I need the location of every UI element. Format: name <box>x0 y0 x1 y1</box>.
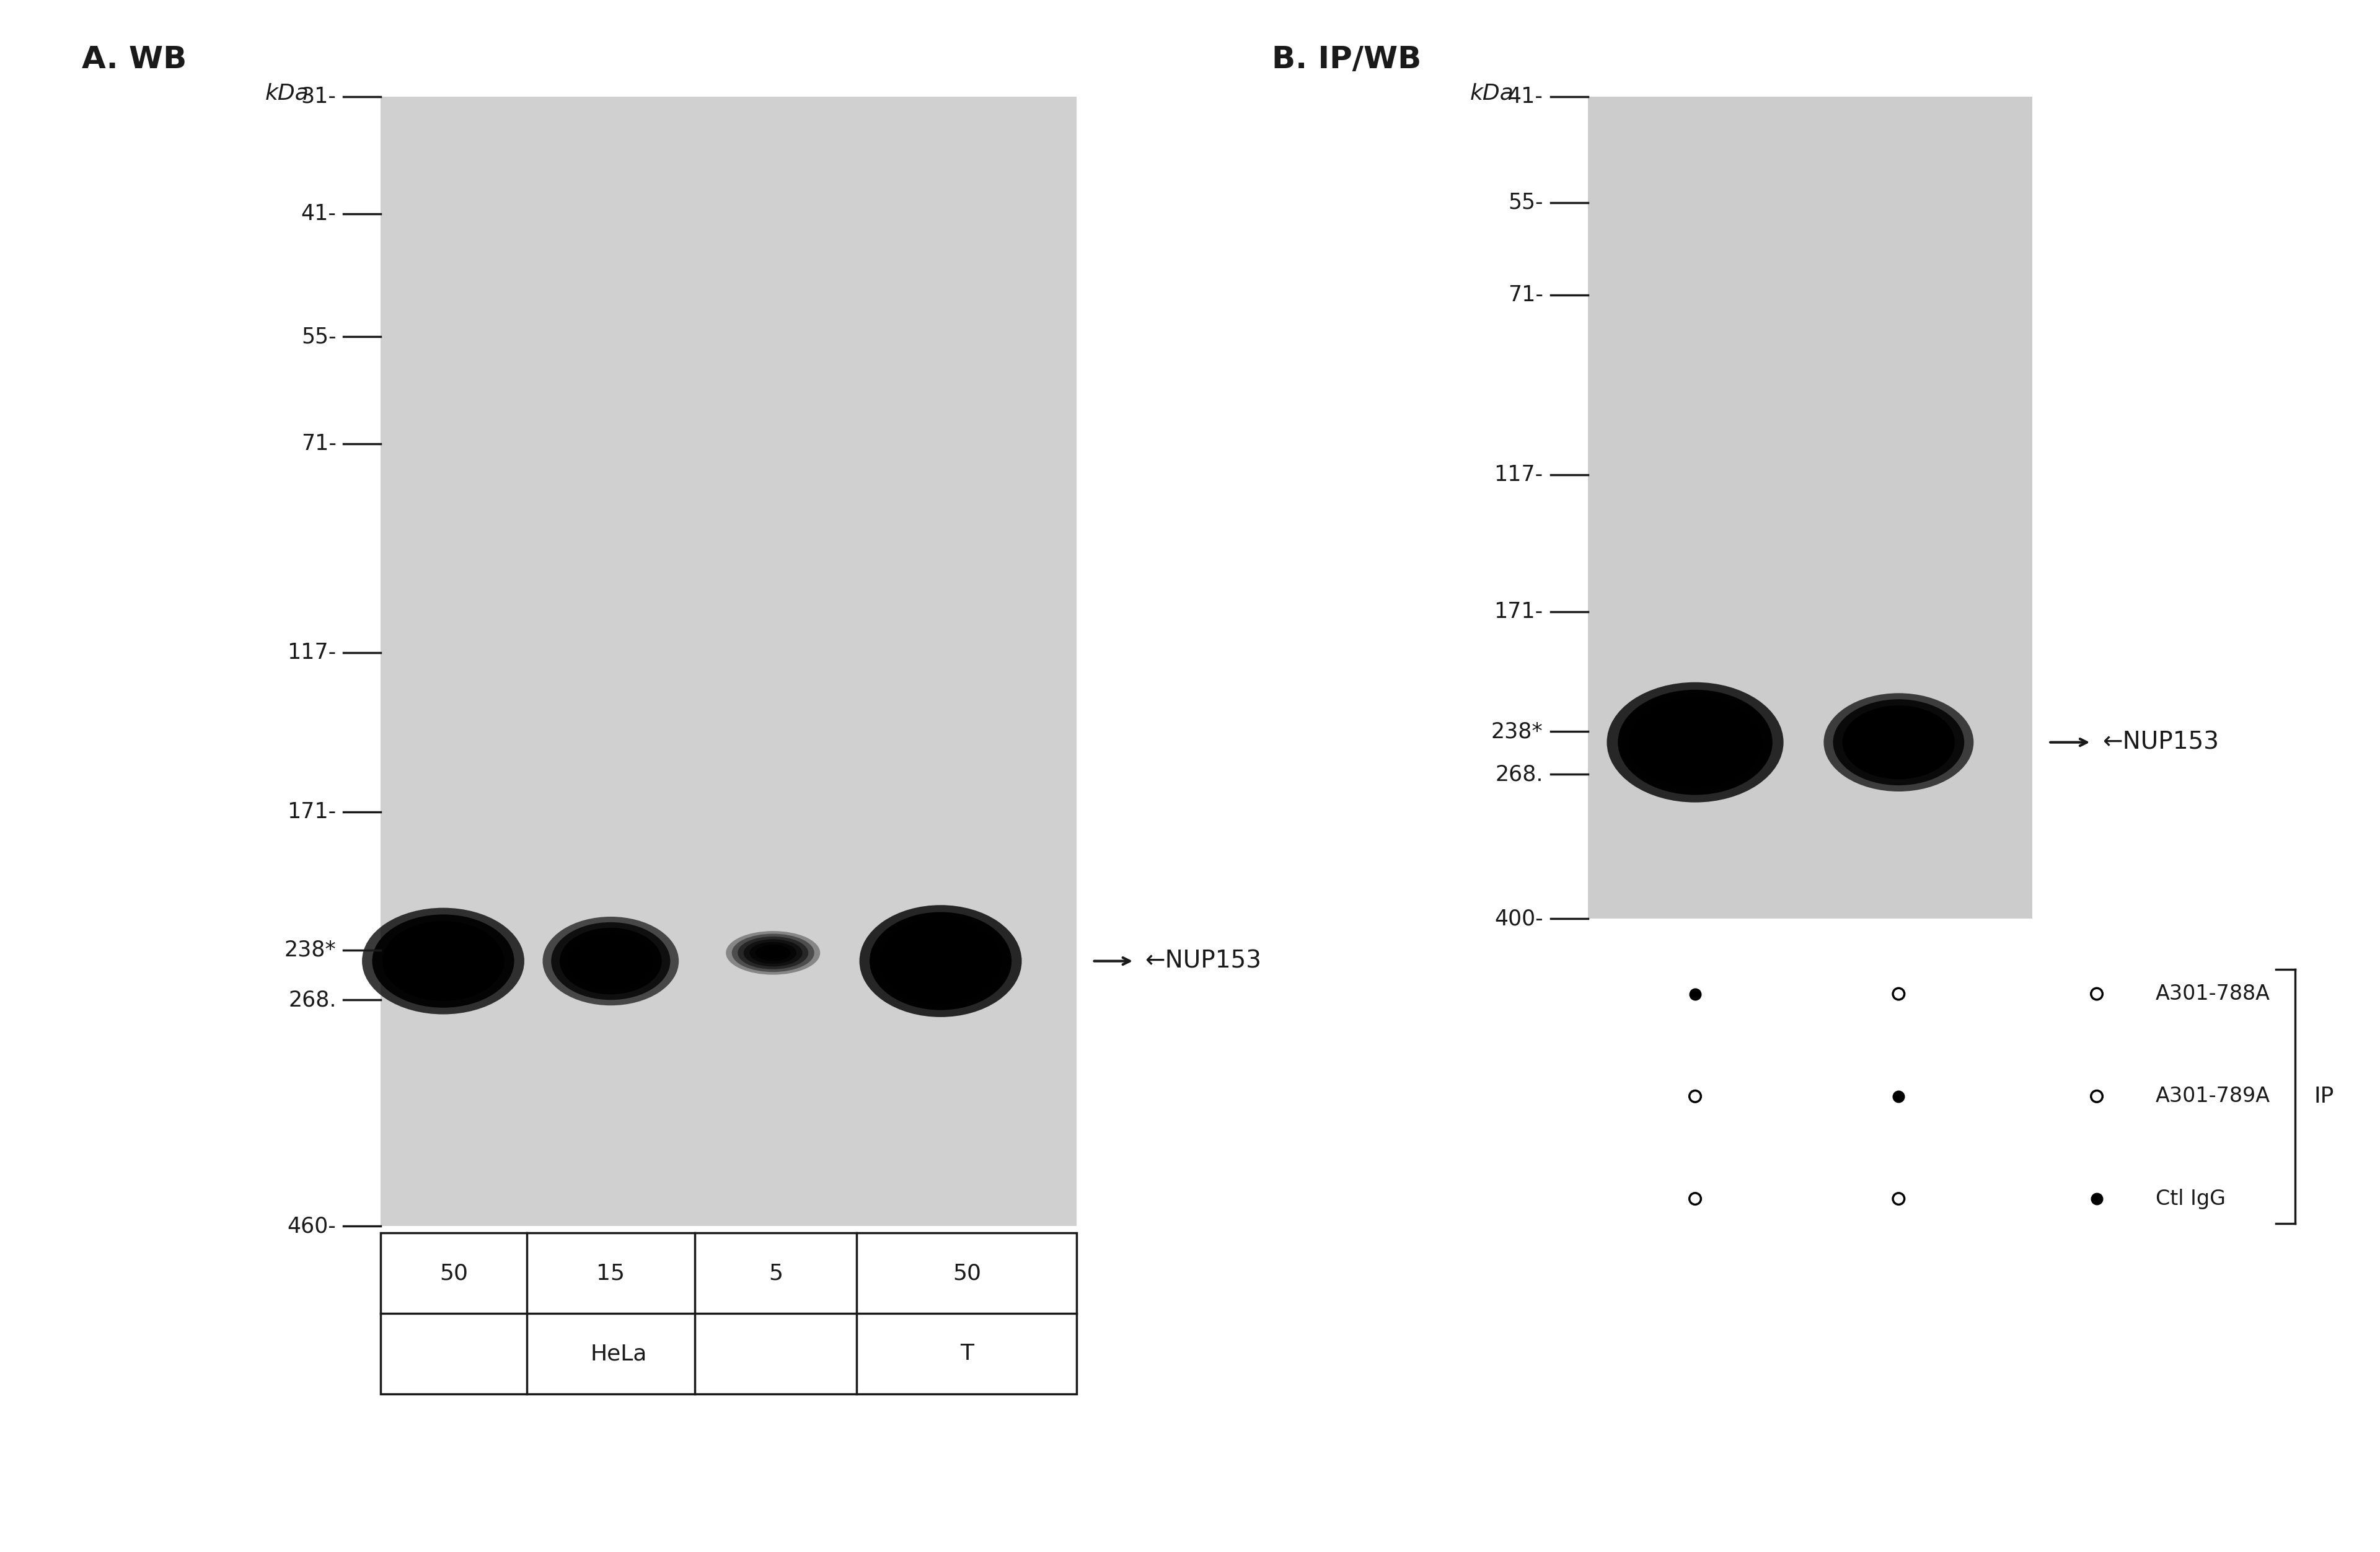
Point <box>1676 981 1714 1006</box>
Bar <box>381 1232 1076 1394</box>
Text: 41-: 41- <box>1509 85 1542 107</box>
Ellipse shape <box>1628 697 1761 787</box>
Text: 5: 5 <box>769 1263 783 1284</box>
Ellipse shape <box>738 936 809 970</box>
Point <box>1880 1186 1918 1211</box>
Point <box>2078 1083 2116 1108</box>
Text: 238*: 238* <box>286 939 336 961</box>
Ellipse shape <box>576 939 645 984</box>
Text: 55-: 55- <box>1509 192 1542 213</box>
Text: 15: 15 <box>597 1263 626 1284</box>
Point <box>2078 1186 2116 1211</box>
Ellipse shape <box>750 942 797 964</box>
Ellipse shape <box>559 928 662 995</box>
Text: 460-: 460- <box>288 1215 336 1237</box>
Point <box>2078 981 2116 1006</box>
Ellipse shape <box>762 947 785 958</box>
Ellipse shape <box>569 933 652 989</box>
Text: ←NUP153: ←NUP153 <box>2102 731 2218 754</box>
Text: 117-: 117- <box>1495 464 1542 486</box>
Text: A301-789A: A301-789A <box>2156 1086 2271 1107</box>
Ellipse shape <box>931 954 950 968</box>
Ellipse shape <box>393 928 495 995</box>
Text: 71-: 71- <box>1509 284 1542 306</box>
Ellipse shape <box>371 914 514 1007</box>
Ellipse shape <box>424 948 464 975</box>
Text: A301-788A: A301-788A <box>2156 984 2271 1004</box>
Text: kDa: kDa <box>1471 82 1514 104</box>
Ellipse shape <box>766 950 778 956</box>
Text: Ctl IgG: Ctl IgG <box>2156 1189 2225 1209</box>
Ellipse shape <box>1652 712 1740 773</box>
Ellipse shape <box>383 922 505 1001</box>
Ellipse shape <box>890 927 992 996</box>
Text: B. IP/WB: B. IP/WB <box>1271 45 1421 74</box>
Text: ←NUP153: ←NUP153 <box>1145 950 1261 973</box>
Ellipse shape <box>1673 728 1718 757</box>
Text: 171-: 171- <box>1495 602 1542 622</box>
Ellipse shape <box>1685 734 1706 750</box>
Bar <box>381 96 1076 1226</box>
Text: 117-: 117- <box>288 643 336 663</box>
Ellipse shape <box>1661 720 1728 765</box>
Text: 71-: 71- <box>300 433 336 455</box>
Ellipse shape <box>593 950 628 972</box>
Ellipse shape <box>754 945 790 961</box>
Text: T: T <box>959 1342 973 1364</box>
Text: IP: IP <box>2313 1086 2335 1107</box>
Point <box>1676 1083 1714 1108</box>
Ellipse shape <box>1880 729 1918 754</box>
Text: 31-: 31- <box>300 85 336 107</box>
Text: 50: 50 <box>952 1263 981 1284</box>
Ellipse shape <box>881 919 1002 1003</box>
Ellipse shape <box>412 941 474 981</box>
Ellipse shape <box>1640 705 1749 779</box>
Ellipse shape <box>1823 694 1973 792</box>
Ellipse shape <box>1852 711 1944 773</box>
Text: 238*: 238* <box>1492 720 1542 742</box>
Text: A. WB: A. WB <box>81 45 186 74</box>
Ellipse shape <box>362 908 524 1015</box>
Point <box>1880 1083 1918 1108</box>
Ellipse shape <box>859 905 1021 1017</box>
Text: 268.: 268. <box>1495 764 1542 785</box>
Ellipse shape <box>552 922 671 999</box>
Text: 268.: 268. <box>288 989 336 1010</box>
Ellipse shape <box>909 941 971 982</box>
Text: 171-: 171- <box>288 801 336 823</box>
Ellipse shape <box>1871 723 1928 760</box>
Ellipse shape <box>731 934 814 972</box>
Text: kDa: kDa <box>264 82 309 104</box>
Ellipse shape <box>921 947 962 975</box>
Point <box>1676 1186 1714 1211</box>
Ellipse shape <box>602 956 619 967</box>
Ellipse shape <box>1833 700 1963 785</box>
Text: 41-: 41- <box>300 203 336 223</box>
Ellipse shape <box>726 931 821 975</box>
Ellipse shape <box>1618 689 1773 795</box>
Ellipse shape <box>1890 736 1909 748</box>
Text: HeLa: HeLa <box>590 1342 647 1364</box>
Ellipse shape <box>433 954 452 968</box>
Ellipse shape <box>743 939 802 967</box>
Ellipse shape <box>402 934 483 987</box>
Ellipse shape <box>585 945 635 978</box>
Ellipse shape <box>900 933 981 989</box>
Point <box>1880 981 1918 1006</box>
Ellipse shape <box>869 913 1011 1010</box>
Ellipse shape <box>543 917 678 1006</box>
Ellipse shape <box>1606 683 1783 802</box>
Bar <box>1587 96 2033 919</box>
Ellipse shape <box>1861 717 1935 767</box>
Ellipse shape <box>1842 706 1954 779</box>
Text: 50: 50 <box>440 1263 469 1284</box>
Text: 55-: 55- <box>302 326 336 348</box>
Text: 400-: 400- <box>1495 908 1542 930</box>
